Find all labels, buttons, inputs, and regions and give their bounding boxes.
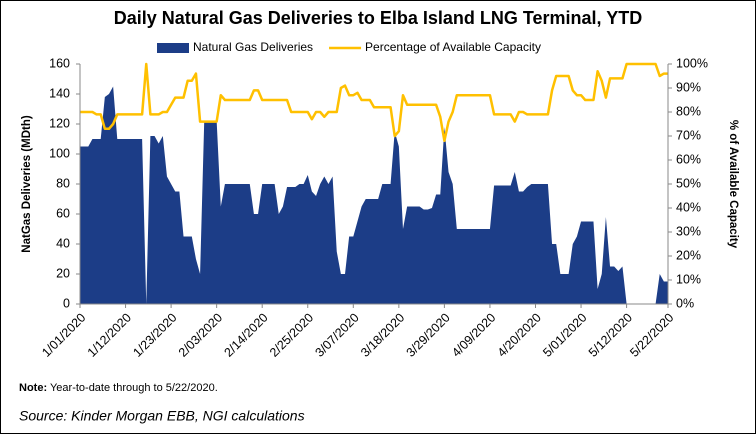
y-tick-label: 140 [49, 86, 70, 100]
y2-tick-label: 90% [676, 80, 701, 94]
source: Source: Kinder Morgan EBB, NGI calculati… [19, 408, 305, 424]
y-axis-title: NatGas Deliveries (MDth) [21, 115, 33, 253]
line [80, 62, 668, 143]
area [80, 86, 668, 304]
y2-tick-label: 80% [676, 104, 701, 118]
y2-tick-label: 50% [676, 176, 701, 190]
y2-tick-label: 20% [676, 248, 701, 262]
y-tick-label: 0 [63, 296, 70, 310]
note: Note: Year-to-date through to 5/22/2020. [19, 382, 218, 394]
y-tick-label: 80 [56, 176, 70, 190]
chart-title: Daily Natural Gas Deliveries to Elba Isl… [114, 8, 643, 28]
y2-tick-label: 30% [676, 224, 701, 238]
y2-axis-title: % of Available Capacity [727, 120, 739, 249]
note-label: Note: [19, 382, 47, 394]
legend-label: Percentage of Available Capacity [365, 40, 541, 54]
note-text: Year-to-date through to 5/22/2020. [50, 382, 218, 394]
y-tick-label: 60 [56, 206, 70, 220]
y2-tick-label: 10% [676, 272, 701, 286]
y2-tick-label: 0% [676, 296, 694, 310]
y-tick-label: 120 [49, 116, 70, 130]
y2-tick-label: 40% [676, 200, 701, 214]
y2-tick-label: 60% [676, 152, 701, 166]
y-tick-label: 160 [49, 56, 70, 70]
y2-tick-label: 70% [676, 128, 701, 142]
y-tick-label: 100 [49, 146, 70, 160]
y-tick-label: 40 [56, 236, 70, 250]
y2-tick-label: 100% [676, 56, 708, 70]
legend-swatch [157, 43, 189, 53]
y-tick-label: 20 [56, 266, 70, 280]
legend-label: Natural Gas Deliveries [193, 40, 313, 54]
